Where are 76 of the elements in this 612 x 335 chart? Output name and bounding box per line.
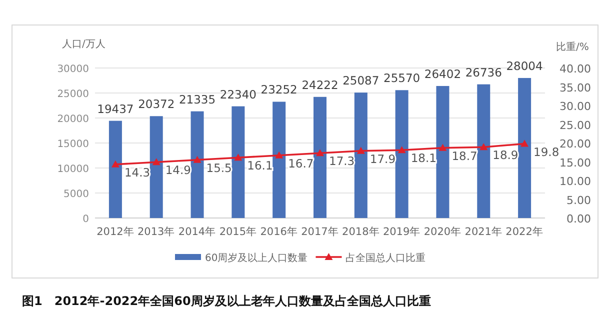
- bar: [477, 84, 490, 218]
- y-tick-label: 0: [82, 214, 89, 225]
- x-tick-label: 2020年: [424, 226, 462, 238]
- data-label: 20372: [138, 97, 175, 112]
- text: 图1 2012年-2022年全国60周岁及以上老年人口数量及占全国总人口比重: [22, 294, 431, 308]
- x-tick-label: 2017年: [301, 226, 339, 238]
- data-label: 17.9: [370, 152, 396, 166]
- data-label: 26402: [424, 66, 462, 81]
- point: [275, 151, 284, 158]
- data-label: 14.9: [165, 163, 191, 178]
- point: [316, 149, 324, 156]
- data-label: 28004: [506, 58, 543, 73]
- y2-tick-label: 10.00: [560, 175, 591, 188]
- y-tick-label: 25000: [57, 89, 89, 100]
- y-tick-label: 20000: [57, 114, 89, 125]
- data-label: 19.8: [534, 144, 560, 159]
- x-tick-label: 2012年: [96, 226, 134, 238]
- data-label: 24222: [302, 78, 338, 92]
- data-label: 18.7: [452, 148, 478, 163]
- data-label: 26736: [465, 65, 502, 80]
- y2-tick-label: 0.00: [566, 212, 591, 226]
- data-label: 19437: [97, 102, 134, 116]
- data-label: 22340: [220, 87, 256, 102]
- point: [356, 146, 365, 154]
- point: [438, 144, 447, 151]
- data-label: 18.9: [492, 148, 518, 162]
- x-tick-label: 2021年: [464, 226, 503, 238]
- bar: [518, 78, 532, 218]
- legend-label: 60周岁及以上人口数量: [205, 252, 308, 264]
- data-label: 18.1: [410, 151, 436, 166]
- y-tick-label: 15000: [57, 139, 89, 150]
- x-tick-label: 2013年: [137, 226, 176, 238]
- bar: [150, 116, 163, 218]
- point: [520, 140, 529, 147]
- legend-label: 占全国总人口比重: [346, 252, 426, 264]
- x-tick-label: 2015年: [219, 226, 258, 238]
- bar: [395, 90, 408, 218]
- data-label: 25570: [384, 71, 420, 86]
- bar: [272, 102, 286, 218]
- data-label: 16.1: [247, 158, 273, 173]
- bar: [190, 111, 204, 218]
- y-tick-label: 10000: [57, 164, 89, 175]
- y2-tick-label: 20.00: [560, 138, 591, 150]
- bar: [108, 120, 122, 218]
- y-tick-label: 30000: [57, 64, 89, 75]
- bar: [354, 92, 368, 218]
- data-label: 23252: [260, 82, 298, 97]
- bar: [314, 96, 326, 218]
- bar: [232, 106, 245, 218]
- data-label: 14.3: [124, 165, 150, 180]
- point: [193, 156, 202, 163]
- y2-tick-label: 35.00: [560, 81, 591, 94]
- x-tick-label: 2016年: [260, 226, 298, 238]
- y2-tick-label: 30.00: [560, 100, 591, 113]
- x-tick-label: 2019年: [382, 226, 421, 238]
- point: [480, 143, 488, 150]
- x-tick-label: 2018年: [342, 226, 380, 238]
- y2-axis-title: 比重/%: [556, 41, 589, 53]
- y2-tick-label: 25.00: [560, 118, 591, 132]
- y2-tick-label: 15.00: [560, 156, 591, 170]
- y2-tick-label: 40.00: [560, 62, 591, 76]
- data-label: 15.5: [206, 160, 232, 175]
- y-axis-title: 人口/万人: [62, 39, 106, 50]
- y-tick-label: 5000: [64, 189, 89, 200]
- data-label: 17.3: [329, 154, 355, 168]
- y2-tick-label: 5.00: [566, 194, 591, 207]
- bar: [436, 86, 450, 218]
- point: [111, 160, 120, 168]
- point: [398, 146, 406, 154]
- x-tick-label: 2014年: [178, 226, 216, 238]
- point: [152, 158, 160, 166]
- x-tick-label: 2022年: [506, 226, 544, 238]
- data-label: 16.7: [288, 156, 314, 170]
- data-label: 25087: [342, 74, 380, 88]
- data-label: 21335: [178, 92, 216, 106]
- point: [234, 154, 242, 161]
